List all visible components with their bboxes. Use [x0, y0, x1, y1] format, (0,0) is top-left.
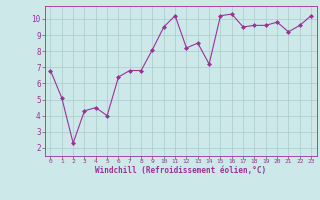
X-axis label: Windchill (Refroidissement éolien,°C): Windchill (Refroidissement éolien,°C) [95, 166, 266, 175]
